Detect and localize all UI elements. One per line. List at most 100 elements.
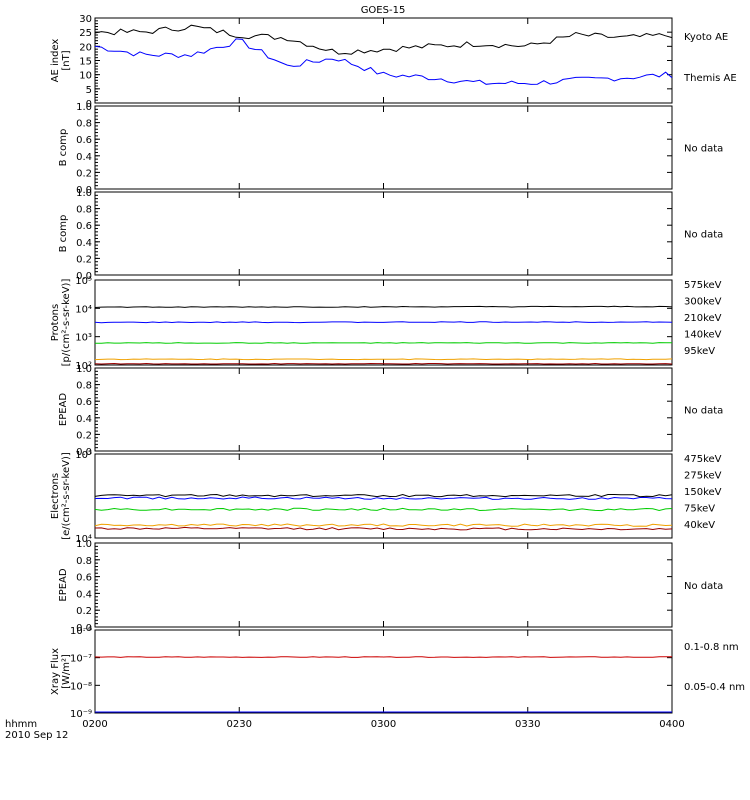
y-tick-label: 15 <box>79 57 92 68</box>
y-tick-label: 0.8 <box>76 205 92 216</box>
legend-140kev: 140keV <box>684 330 722 341</box>
no-data-label: No data <box>684 230 723 241</box>
legend-150kev: 150keV <box>684 487 722 498</box>
y-tick-label: 0.4 <box>76 238 92 249</box>
y-tick-label: 0.0 <box>76 271 92 282</box>
panel-5 <box>94 367 673 452</box>
panel-frame <box>94 542 673 628</box>
y-axis-label: Electrons <box>50 473 61 519</box>
series-line-140kev <box>94 321 673 324</box>
y-tick-label: 0.6 <box>76 135 92 146</box>
series-line-300kev <box>94 358 673 361</box>
y-axis-label: EPEAD <box>58 568 69 602</box>
y-tick-label: 0.6 <box>76 573 92 584</box>
panel-frame <box>94 629 673 714</box>
panel-frame <box>94 367 673 452</box>
series-line-40kev <box>94 493 673 498</box>
y-tick-label: 0.2 <box>76 168 92 179</box>
y-tick-label: 10⁴ <box>75 534 92 545</box>
y-tick-label: 10⁻⁹ <box>70 709 92 720</box>
y-tick-label: 1.0 <box>76 364 92 375</box>
panel-2 <box>94 105 673 190</box>
panel-4 <box>94 279 673 366</box>
y-tick-label: 10⁻⁸ <box>70 681 92 692</box>
legend-40kev: 40keV <box>684 520 715 531</box>
series-line-275kev <box>94 523 673 527</box>
no-data-label: No data <box>684 406 723 417</box>
y-tick-label: 10⁵ <box>75 276 92 287</box>
legend-kyoto-ae: Kyoto AE <box>684 32 728 43</box>
series-line-475kev <box>94 526 673 531</box>
x-tick-label: 0200 <box>82 719 107 730</box>
legend-575kev: 575keV <box>684 280 722 291</box>
y-axis-label: B comp <box>58 215 69 253</box>
series-line-themis-ae <box>94 24 673 55</box>
y-axis-units: [p/(cm²-s-sr-keV)] <box>61 279 72 367</box>
y-tick-label: 0.4 <box>76 152 92 163</box>
y-axis-label: Protons <box>50 304 61 341</box>
y-tick-label: 1.0 <box>76 102 92 113</box>
y-axis-label: B comp <box>58 129 69 167</box>
y-tick-label: 20 <box>79 42 92 53</box>
y-tick-label: 0.2 <box>76 606 92 617</box>
y-axis-label: EPEAD <box>58 393 69 427</box>
y-tick-label: 0.8 <box>76 119 92 130</box>
y-tick-label: 10² <box>75 361 92 372</box>
legend-95kev: 95keV <box>684 346 715 357</box>
legend-300kev: 300keV <box>684 297 722 308</box>
y-tick-label: 10⁴ <box>75 304 92 315</box>
panel-7 <box>94 542 673 628</box>
legend-210kev: 210keV <box>684 313 722 324</box>
y-tick-label: 25 <box>79 28 92 39</box>
plot-title: GOES-15 <box>361 5 406 16</box>
panel-1 <box>94 17 673 104</box>
y-tick-label: 10 <box>79 71 92 82</box>
y-tick-label: 1.0 <box>76 188 92 199</box>
y-tick-label: 10⁻⁶ <box>70 626 92 637</box>
y-tick-label: 0.6 <box>76 397 92 408</box>
y-tick-label: 10⁻⁷ <box>70 654 92 665</box>
time-axis-date-label: 2010 Sep 12 <box>5 730 68 741</box>
legend-themis-ae: Themis AE <box>683 73 737 84</box>
y-tick-label: 10³ <box>75 333 92 344</box>
panel-frame <box>94 17 673 104</box>
panel-6 <box>94 453 673 539</box>
series-line-0-1-0-8-nm <box>94 656 673 658</box>
y-axis-units: [nT] <box>61 50 72 70</box>
y-tick-label: 0.8 <box>76 556 92 567</box>
legend-275kev: 275keV <box>684 471 722 482</box>
y-tick-label: 0.4 <box>76 414 92 425</box>
y-tick-label: 0.2 <box>76 430 92 441</box>
y-tick-label: 0.2 <box>76 254 92 265</box>
y-axis-units: [W/m²] <box>61 654 72 689</box>
y-tick-label: 0.0 <box>76 447 92 458</box>
y-tick-label: 0.8 <box>76 381 92 392</box>
y-tick-label: 30 <box>79 14 92 25</box>
y-tick-label: 0 <box>86 99 92 110</box>
series-line-95kev <box>94 305 673 308</box>
legend-0-05-0-4-nm: 0.05-0.4 nm <box>684 682 745 693</box>
series-line-kyoto-ae <box>94 38 673 85</box>
x-tick-label: 0330 <box>515 719 540 730</box>
series-line-575kev <box>94 362 673 365</box>
x-tick-label: 0230 <box>227 719 252 730</box>
legend-75kev: 75keV <box>684 504 715 515</box>
y-axis-label: AE index <box>50 39 61 83</box>
panel-3 <box>94 191 673 276</box>
no-data-label: No data <box>684 581 723 592</box>
time-axis-units-label: hhmm <box>5 719 37 730</box>
y-tick-label: 0.6 <box>76 221 92 232</box>
y-tick-label: 10⁵ <box>75 450 92 461</box>
x-tick-label: 0400 <box>659 719 684 730</box>
panel-frame <box>94 191 673 276</box>
panel-frame <box>94 105 673 190</box>
y-tick-label: 0.0 <box>76 623 92 634</box>
legend-475kev: 475keV <box>684 454 722 465</box>
series-line-210kev <box>94 342 672 344</box>
y-tick-label: 5 <box>86 85 92 96</box>
y-tick-label: 0.0 <box>76 185 92 196</box>
series-line-150kev <box>94 507 673 512</box>
no-data-label: No data <box>684 144 723 155</box>
y-axis-units: [e/(cm²-s-sr-keV)] <box>61 452 72 540</box>
